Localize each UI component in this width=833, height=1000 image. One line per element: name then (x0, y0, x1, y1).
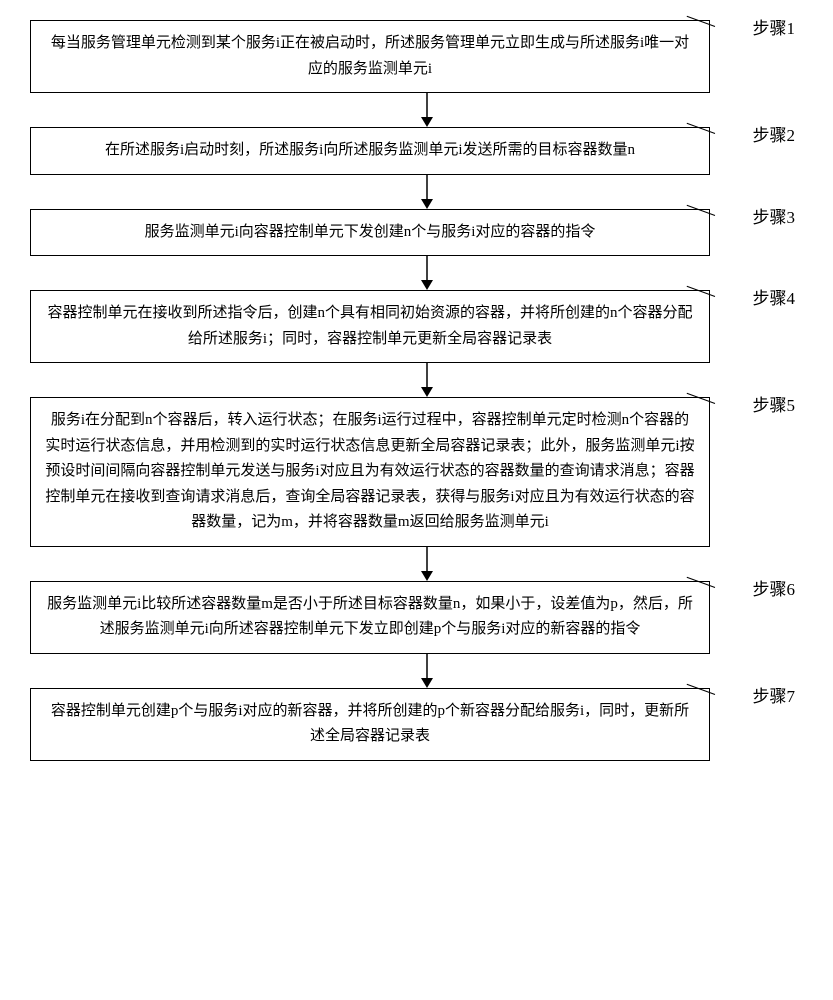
step-label: 步骤6 (753, 575, 796, 600)
step-wrap: 服务监测单元i向容器控制单元下发创建n个与服务i对应的容器的指令步骤3 (10, 209, 823, 257)
step-label: 步骤4 (753, 284, 796, 309)
step-wrap: 服务i在分配到n个容器后，转入运行状态；在服务i运行过程中，容器控制单元定时检测… (10, 397, 823, 547)
arrow-down (87, 363, 767, 397)
step-label: 步骤7 (753, 682, 796, 707)
step-box: 容器控制单元在接收到所述指令后，创建n个具有相同初始资源的容器，并将所创建的n个… (30, 290, 710, 363)
step-box: 在所述服务i启动时刻，所述服务i向所述服务监测单元i发送所需的目标容器数量n (30, 127, 710, 175)
step-wrap: 每当服务管理单元检测到某个服务i正在被启动时，所述服务管理单元立即生成与所述服务… (10, 20, 823, 93)
arrow-down (87, 547, 767, 581)
flowchart-container: 每当服务管理单元检测到某个服务i正在被启动时，所述服务管理单元立即生成与所述服务… (10, 20, 823, 761)
step-wrap: 服务监测单元i比较所述容器数量m是否小于所述目标容器数量n，如果小于，设差值为p… (10, 581, 823, 654)
step-label: 步骤1 (753, 14, 796, 39)
step-label: 步骤5 (753, 391, 796, 416)
arrow-down (87, 93, 767, 127)
step-box: 服务监测单元i向容器控制单元下发创建n个与服务i对应的容器的指令 (30, 209, 710, 257)
step-box: 容器控制单元创建p个与服务i对应的新容器，并将所创建的p个新容器分配给服务i，同… (30, 688, 710, 761)
arrow-down (87, 654, 767, 688)
step-box: 每当服务管理单元检测到某个服务i正在被启动时，所述服务管理单元立即生成与所述服务… (30, 20, 710, 93)
step-box: 服务监测单元i比较所述容器数量m是否小于所述目标容器数量n，如果小于，设差值为p… (30, 581, 710, 654)
step-wrap: 容器控制单元在接收到所述指令后，创建n个具有相同初始资源的容器，并将所创建的n个… (10, 290, 823, 363)
step-label: 步骤3 (753, 203, 796, 228)
step-wrap: 容器控制单元创建p个与服务i对应的新容器，并将所创建的p个新容器分配给服务i，同… (10, 688, 823, 761)
step-box: 服务i在分配到n个容器后，转入运行状态；在服务i运行过程中，容器控制单元定时检测… (30, 397, 710, 547)
arrow-down (87, 175, 767, 209)
arrow-down (87, 256, 767, 290)
step-wrap: 在所述服务i启动时刻，所述服务i向所述服务监测单元i发送所需的目标容器数量n步骤… (10, 127, 823, 175)
step-label: 步骤2 (753, 121, 796, 146)
